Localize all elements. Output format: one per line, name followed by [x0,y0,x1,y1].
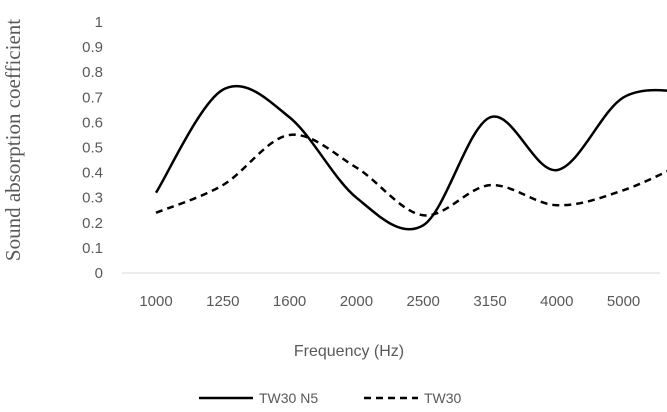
y-tick-label: 0.6 [82,114,103,131]
y-tick-label: 0.9 [82,39,103,56]
legend-label-tw30: TW30 [424,390,462,406]
legend-label-tw30-n5: TW30 N5 [259,390,318,406]
y-tick-label: 1 [95,14,103,31]
y-tick-label: 0.7 [82,89,103,106]
series-layer [154,84,667,231]
x-tick-label: 1250 [206,293,239,310]
x-tick-label: 1000 [139,293,172,310]
y-tick-label: 0.1 [82,240,103,257]
legend: TW30 N5 TW30 [199,390,462,406]
x-tick-label: 3150 [473,293,506,310]
x-axis-title: Frequency (Hz) [294,343,404,360]
x-tick-label: 5000 [607,293,640,310]
x-tick-label: 2500 [407,293,440,310]
series-line-tw30-n5 [154,84,667,231]
series-line-tw30 [155,133,667,217]
y-axis-tick-labels: 0 0.1 0.2 0.3 0.4 0.5 0.6 0.7 0.8 0.9 1 [82,14,103,282]
x-tick-label: 4000 [540,293,573,310]
y-tick-label: 0.2 [82,215,103,232]
y-tick-label: 0.3 [82,190,103,207]
y-axis-title: Sound absorption coefficient [1,19,25,261]
y-tick-label: 0.8 [82,64,103,81]
x-tick-label: 2000 [340,293,373,310]
x-axis-tick-labels: 100012501600200025003150400050006300 [139,293,640,310]
y-tick-label: 0.4 [82,165,103,182]
x-tick-label: 1600 [273,293,306,310]
y-tick-label: 0.5 [82,140,103,157]
y-tick-label: 0 [95,265,103,282]
